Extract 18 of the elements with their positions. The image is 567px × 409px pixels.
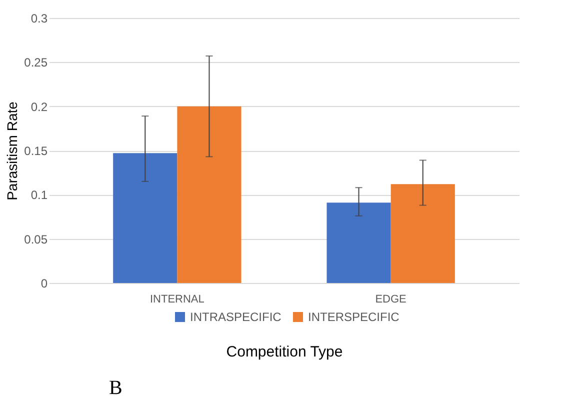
bar <box>390 184 455 283</box>
legend-label: INTERSPECIFIC <box>308 310 400 324</box>
y-axis-title: Parasitism Rate <box>4 101 20 200</box>
y-tick-label: 0.25 <box>24 56 48 70</box>
bar <box>177 106 242 283</box>
bar <box>326 202 391 283</box>
y-tick-label: 0.1 <box>30 188 48 202</box>
x-tick-label: EDGE <box>375 294 406 306</box>
x-axis-title: Competition Type <box>226 344 343 360</box>
y-tick-label: 0.2 <box>30 100 48 114</box>
legend-label: INTRASPECIFIC <box>190 310 282 324</box>
x-tick-label: INTERNAL <box>150 294 204 306</box>
y-tick-label: 0.3 <box>30 12 48 26</box>
y-tick-label: 0.05 <box>24 232 48 246</box>
text: B <box>109 377 122 399</box>
y-tick-label: 0 <box>40 276 48 290</box>
bar <box>113 153 178 283</box>
y-tick-label: 0.15 <box>24 144 48 158</box>
